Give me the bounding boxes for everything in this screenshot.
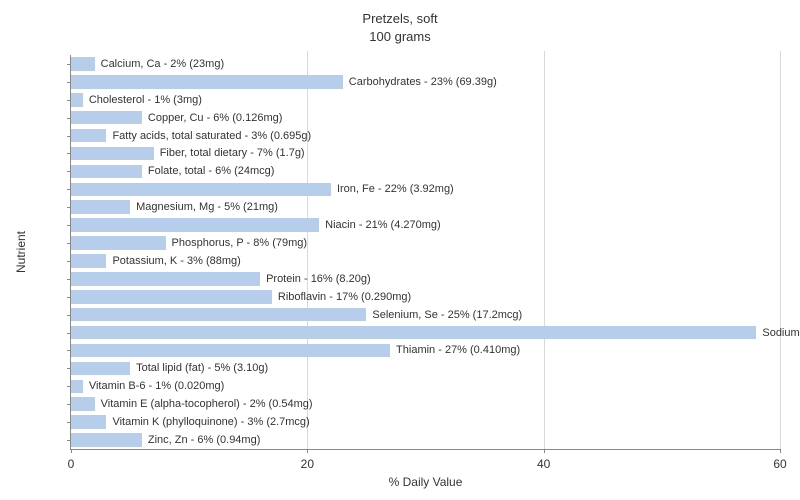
bar-row: Calcium, Ca - 2% (23mg): [71, 55, 780, 73]
bar-row: Selenium, Se - 25% (17.2mcg): [71, 306, 780, 324]
bar-row: Fiber, total dietary - 7% (1.7g): [71, 145, 780, 163]
bar: [71, 326, 756, 340]
bar-row: Protein - 16% (8.20g): [71, 270, 780, 288]
bar-label: Vitamin E (alpha-tocopherol) - 2% (0.54m…: [95, 398, 313, 410]
chart-title: Pretzels, soft 100 grams: [0, 10, 800, 45]
bar: [71, 236, 166, 250]
bar-label: Copper, Cu - 6% (0.126mg): [142, 112, 283, 124]
bar-label: Thiamin - 27% (0.410mg): [390, 344, 520, 356]
bar-label: Phosphorus, P - 8% (79mg): [166, 237, 308, 249]
bar-row: Potassium, K - 3% (88mg): [71, 252, 780, 270]
x-tick-label: 60: [773, 457, 786, 471]
x-tick-label: 40: [537, 457, 550, 471]
bar-label: Iron, Fe - 22% (3.92mg): [331, 183, 454, 195]
bar-row: Copper, Cu - 6% (0.126mg): [71, 109, 780, 127]
bar-label: Potassium, K - 3% (88mg): [106, 255, 240, 267]
bar: [71, 183, 331, 197]
bar-label: Riboflavin - 17% (0.290mg): [272, 291, 411, 303]
bar: [71, 147, 154, 161]
x-tick: [544, 449, 545, 453]
bar: [71, 308, 366, 322]
bar-row: Phosphorus, P - 8% (79mg): [71, 234, 780, 252]
bar-row: Folate, total - 6% (24mcg): [71, 162, 780, 180]
chart-title-line2: 100 grams: [0, 28, 800, 46]
bar: [71, 75, 343, 89]
bar-row: Thiamin - 27% (0.410mg): [71, 342, 780, 360]
x-tick-label: 0: [68, 457, 75, 471]
bar: [71, 218, 319, 232]
bar-label: Selenium, Se - 25% (17.2mcg): [366, 309, 522, 321]
bar: [71, 93, 83, 107]
bar-row: Sodium, Na - 58% (1404mg): [71, 324, 780, 342]
bar-label: Carbohydrates - 23% (69.39g): [343, 76, 497, 88]
bar: [71, 57, 95, 71]
bar-row: Zinc, Zn - 6% (0.94mg): [71, 431, 780, 449]
bar: [71, 290, 272, 304]
bar-label: Fiber, total dietary - 7% (1.7g): [154, 147, 305, 159]
bar: [71, 433, 142, 447]
bar-label: Zinc, Zn - 6% (0.94mg): [142, 434, 260, 446]
nutrient-chart: Pretzels, soft 100 grams Nutrient % Dail…: [0, 0, 800, 500]
bar-row: Cholesterol - 1% (3mg): [71, 91, 780, 109]
bar-row: Vitamin E (alpha-tocopherol) - 2% (0.54m…: [71, 395, 780, 413]
bar: [71, 344, 390, 358]
y-axis-label: Nutrient: [14, 231, 28, 273]
bar-label: Folate, total - 6% (24mcg): [142, 165, 275, 177]
bar: [71, 415, 106, 429]
bar-row: Total lipid (fat) - 5% (3.10g): [71, 359, 780, 377]
bar-label: Protein - 16% (8.20g): [260, 273, 371, 285]
bar-row: Riboflavin - 17% (0.290mg): [71, 288, 780, 306]
x-tick: [71, 449, 72, 453]
bar: [71, 111, 142, 125]
x-tick: [780, 449, 781, 453]
bar-label: Fatty acids, total saturated - 3% (0.695…: [106, 130, 311, 142]
chart-title-line1: Pretzels, soft: [0, 10, 800, 28]
x-tick: [307, 449, 308, 453]
bar-row: Fatty acids, total saturated - 3% (0.695…: [71, 127, 780, 145]
bar: [71, 397, 95, 411]
bar-row: Iron, Fe - 22% (3.92mg): [71, 180, 780, 198]
bar: [71, 254, 106, 268]
grid-line: [780, 51, 781, 449]
bar-row: Carbohydrates - 23% (69.39g): [71, 73, 780, 91]
bar-label: Magnesium, Mg - 5% (21mg): [130, 201, 278, 213]
bar-label: Cholesterol - 1% (3mg): [83, 94, 202, 106]
x-tick-label: 20: [301, 457, 314, 471]
bar-label: Total lipid (fat) - 5% (3.10g): [130, 362, 268, 374]
bar-label: Calcium, Ca - 2% (23mg): [95, 58, 224, 70]
bar-row: Magnesium, Mg - 5% (21mg): [71, 198, 780, 216]
bar-label: Niacin - 21% (4.270mg): [319, 219, 441, 231]
bar: [71, 362, 130, 376]
bar-label: Vitamin K (phylloquinone) - 3% (2.7mcg): [106, 416, 309, 428]
bar: [71, 129, 106, 143]
bar: [71, 200, 130, 214]
bar: [71, 165, 142, 179]
bar: [71, 272, 260, 286]
bar-label: Sodium, Na - 58% (1404mg): [756, 327, 800, 339]
bar-row: Vitamin K (phylloquinone) - 3% (2.7mcg): [71, 413, 780, 431]
bar-row: Vitamin B-6 - 1% (0.020mg): [71, 377, 780, 395]
bar-row: Niacin - 21% (4.270mg): [71, 216, 780, 234]
bar-label: Vitamin B-6 - 1% (0.020mg): [83, 380, 225, 392]
x-axis-label: % Daily Value: [389, 475, 463, 489]
plot-area: Nutrient % Daily Value 0204060Calcium, C…: [70, 55, 780, 450]
bar: [71, 380, 83, 394]
